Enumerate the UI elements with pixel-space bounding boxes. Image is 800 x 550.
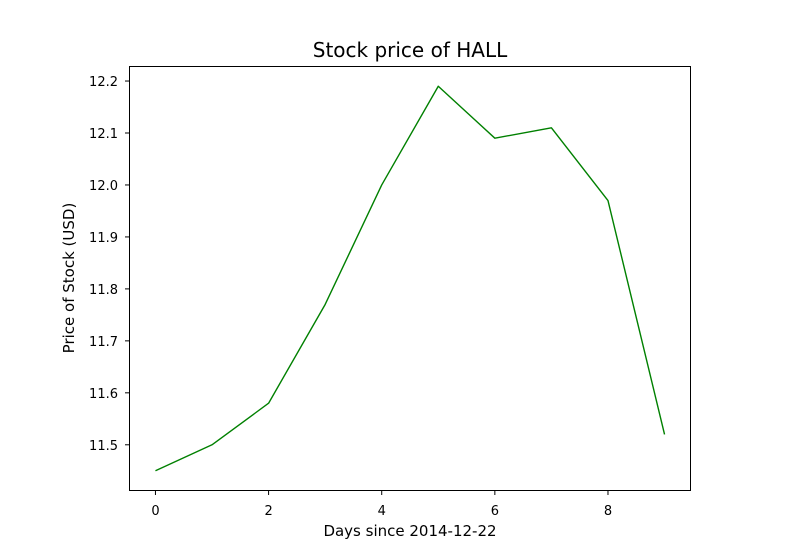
y-tick-label: 11.9	[89, 231, 118, 246]
series-layer	[155, 85, 666, 472]
y-tick-label: 12.1	[89, 127, 118, 142]
y-tick-label: 11.5	[89, 439, 118, 454]
y-tick-label: 11.6	[89, 387, 118, 402]
x-axis: 0 2 4 6 8	[151, 490, 612, 519]
x-tick-label: 0	[151, 504, 159, 519]
plot-frame	[129, 66, 691, 491]
y-tick-label: 12.2	[89, 75, 118, 90]
y-tick-label: 12.0	[89, 179, 118, 194]
y-tick-label: 11.8	[89, 283, 118, 298]
series-line	[155, 85, 666, 472]
y-axis-label: Price of Stock (USD)	[60, 203, 78, 354]
y-axis: 11.5 11.6 11.7 11.8 11.9 12.0 12.1 12.2	[89, 75, 130, 454]
x-tick-label: 6	[491, 504, 499, 519]
y-tick-label: 11.7	[89, 335, 118, 350]
x-tick-label: 8	[604, 504, 612, 519]
x-tick-label: 4	[378, 504, 386, 519]
x-axis-label: Days since 2014-12-22	[323, 522, 496, 540]
x-tick-label: 2	[264, 504, 272, 519]
chart-title: Stock price of HALL	[313, 38, 508, 62]
